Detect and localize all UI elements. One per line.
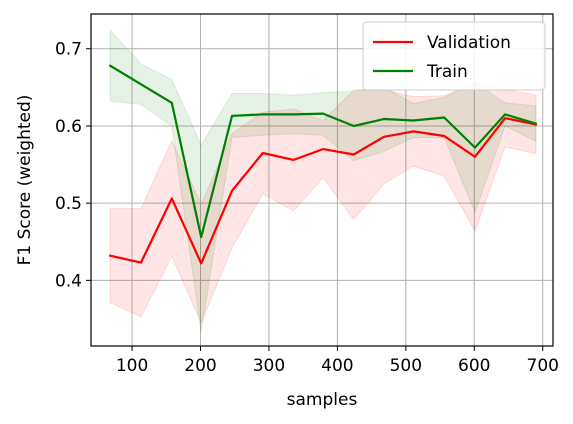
y-tick-label: 0.6 [55, 117, 82, 137]
y-tick-label: 0.7 [55, 40, 82, 60]
x-tick-label: 400 [321, 356, 353, 376]
x-tick-label: 300 [253, 356, 285, 376]
y-tick-label: 0.4 [55, 271, 82, 291]
legend-label-validation: Validation [427, 33, 511, 53]
x-tick-label: 700 [527, 356, 559, 376]
validation-line [108, 117, 538, 265]
legend-box [362, 21, 546, 91]
confidence-bands [109, 28, 537, 333]
axis-ticks: 100 200 300 400 500 600 700 0.4 0.5 0.6 0.7 [55, 40, 559, 376]
train-line [108, 64, 538, 239]
series-lines [108, 64, 538, 265]
validation-band [109, 82, 537, 325]
x-tick-label: 600 [458, 356, 490, 376]
legend-label-train: Train [426, 62, 468, 82]
x-tick-label: 100 [116, 356, 148, 376]
x-tick-label: 200 [184, 356, 216, 376]
train-band [109, 28, 537, 333]
plot-area-frame [90, 13, 554, 347]
y-tick-label: 0.5 [55, 194, 82, 214]
y-axis-label: F1 Score (weighted) [15, 95, 35, 266]
x-tick-label: 500 [390, 356, 422, 376]
x-axis-label: samples [287, 390, 358, 410]
legend: Validation Train [362, 21, 546, 91]
